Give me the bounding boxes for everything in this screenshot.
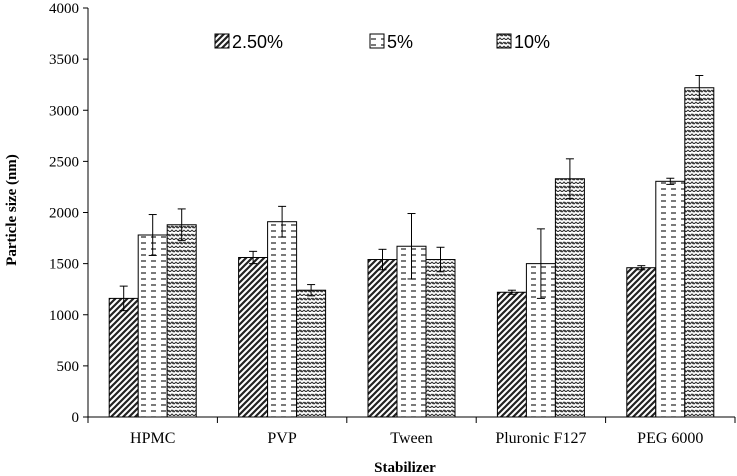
bar	[425, 259, 456, 418]
labels: 0 500 1000 1500 2000 2500 3000 3500 4000 HPMC PVP T…	[49, 1, 703, 447]
legend: 2.50% 5% 10%	[214, 32, 550, 52]
y-tick-label: 1000	[49, 308, 79, 324]
bar	[166, 224, 197, 418]
legend-label: 5%	[387, 32, 413, 52]
bar	[296, 289, 327, 418]
x-tick-label: HPMC	[130, 430, 175, 447]
bar	[367, 259, 398, 418]
bar	[554, 178, 585, 418]
x-tick-label: PEG 6000	[637, 430, 703, 447]
y-tick-label: 2000	[49, 206, 79, 222]
legend-label: 10%	[514, 32, 550, 52]
legend-swatch	[369, 33, 385, 49]
bars	[108, 87, 715, 418]
bar	[684, 87, 715, 418]
y-tick-label: 3500	[49, 52, 79, 68]
y-axis-title: Particle size (nm)	[4, 154, 20, 266]
bar	[137, 234, 168, 418]
legend-label: 2.50%	[232, 32, 283, 52]
bar	[496, 291, 527, 418]
y-tick-label: 500	[57, 359, 80, 375]
x-tick-label: Tween	[390, 430, 432, 447]
bar	[267, 221, 298, 418]
x-tick-label: PVP	[267, 430, 296, 447]
bar	[655, 180, 686, 418]
x-axis-title: Stabilizer	[374, 460, 436, 476]
bar	[626, 267, 657, 418]
error-bars	[119, 74, 704, 312]
y-tick-label: 0	[72, 410, 80, 426]
legend-swatch	[214, 33, 230, 49]
bar	[238, 256, 269, 418]
y-tick-label: 4000	[49, 1, 79, 17]
x-tick-label: Pluronic F127	[495, 430, 586, 447]
legend-swatch	[496, 33, 512, 49]
y-tick-label: 3000	[49, 103, 79, 119]
y-tick-label: 1500	[49, 257, 79, 273]
y-tick-label: 2500	[49, 154, 79, 170]
bar	[108, 297, 139, 418]
